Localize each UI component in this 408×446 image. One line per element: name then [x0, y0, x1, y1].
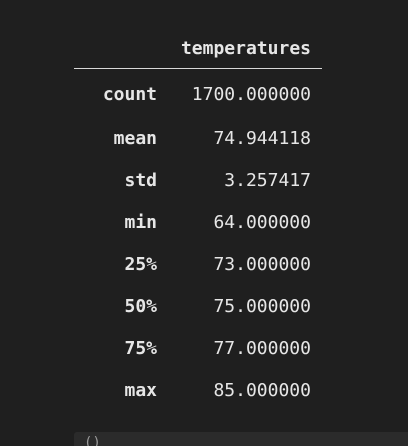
cell-value: 74.944118 — [213, 127, 311, 149]
cell-value: 1700.000000 — [191, 83, 311, 105]
cell-value: 3.257417 — [224, 169, 311, 191]
row-label: count — [102, 83, 157, 105]
row-label: 50% — [124, 295, 157, 317]
column-header: temperatures — [167, 28, 322, 69]
header-row: temperatures — [74, 28, 322, 69]
index-header-corner — [74, 28, 167, 69]
row-label: 75% — [124, 337, 157, 359]
table-header: temperatures — [74, 28, 322, 69]
row-label: max — [124, 379, 157, 401]
table-row: min 64.000000 — [74, 201, 322, 243]
table-row: 50% 75.000000 — [74, 285, 322, 327]
cell-value: 85.000000 — [213, 379, 311, 401]
table-body: count 1700.000000 mean 74.944118 std 3.2… — [74, 69, 322, 412]
table-row: 75% 77.000000 — [74, 327, 322, 369]
row-label: std — [124, 169, 157, 191]
cell-prompt: () — [84, 435, 101, 446]
table-row: mean 74.944118 — [74, 117, 322, 159]
table-row: 25% 73.000000 — [74, 243, 322, 285]
table-row: count 1700.000000 — [74, 69, 322, 118]
cell-value: 75.000000 — [213, 295, 311, 317]
table-row: std 3.257417 — [74, 159, 322, 201]
dataframe-table: temperatures count 1700.000000 mean 74.9… — [74, 28, 322, 411]
row-label: 25% — [124, 253, 157, 275]
table-row: max 85.000000 — [74, 369, 322, 411]
row-label: mean — [113, 127, 157, 149]
row-label: min — [124, 211, 157, 233]
cell-value: 73.000000 — [213, 253, 311, 275]
cell-value: 64.000000 — [213, 211, 311, 233]
next-code-cell[interactable]: () — [74, 432, 408, 446]
cell-value: 77.000000 — [213, 337, 311, 359]
